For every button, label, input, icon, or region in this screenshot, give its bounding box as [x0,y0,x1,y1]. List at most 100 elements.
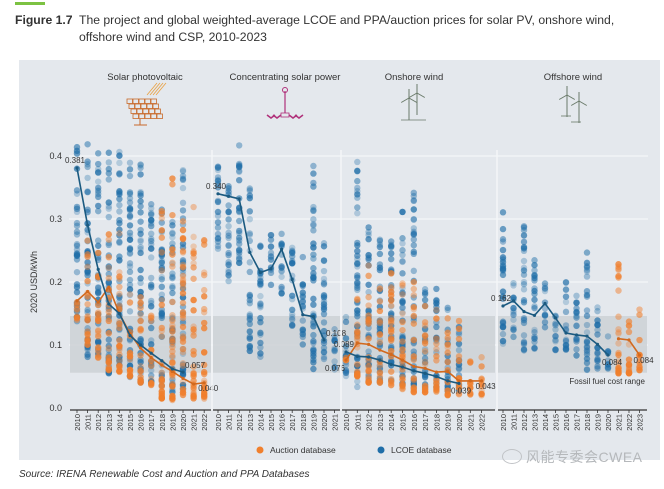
lcoe-point [594,331,601,338]
lcoe-point [342,335,350,342]
y-tick-label: 0.0 [49,403,62,413]
lcoe-point [137,162,144,169]
auction-point [95,317,102,324]
lcoe-point [499,295,507,302]
lcoe-point [236,168,243,176]
lcoe-point [267,243,275,250]
auction-point [365,335,372,342]
auction-point [95,353,102,360]
auction-point [410,376,417,384]
heliostat [272,114,282,119]
lcoe-point [105,176,113,183]
lcoe-point [73,144,81,151]
solar-panel-icon [126,82,167,126]
auction-point [444,334,451,342]
auction-point [73,305,81,313]
lcoe-point [225,269,232,276]
lcoe-point [148,254,155,261]
auction-point [190,254,197,261]
lcoe-point [520,347,528,354]
x-tick-label: 2013 [105,414,114,431]
lcoe-point [320,281,328,288]
lcoe-point [320,294,328,301]
lcoe-point [246,311,253,318]
x-tick-label: 2011 [510,414,519,430]
lcoe-point [562,322,570,329]
auction-point [169,181,176,188]
auction-point [455,357,463,365]
x-tick-label: 2010 [214,414,223,431]
auction-point [410,384,417,391]
auction-point [421,332,429,340]
auction-point [399,346,406,353]
lcoe-point [541,312,549,319]
lcoe-point [236,240,243,248]
lcoe-point [116,294,123,301]
lcoe-point [388,243,395,250]
lcoe-point [299,330,306,338]
x-tick-label: 2014 [256,414,265,431]
lcoe-point [310,243,317,251]
fossil-fuel-band [498,316,647,373]
lcoe-point [594,363,601,370]
lcoe-point [531,303,538,310]
lcoe-point [95,187,102,195]
x-tick-label: 2011 [84,414,93,430]
auction-point [433,306,440,314]
sun-ray [152,82,164,96]
x-tick-label: 2018 [583,414,592,431]
lcoe-point [299,293,306,300]
lcoe-point [158,296,165,303]
lcoe-point [410,197,417,205]
auction-point [137,325,144,333]
auction-point [433,315,440,322]
auction-point [137,311,144,318]
x-tick-label: 2017 [147,414,156,431]
solar-cell [140,103,147,109]
auction-point [201,271,208,279]
lcoe-point [531,267,538,274]
auction-point [201,361,208,369]
lcoe-point [225,241,232,249]
lcoe-point [73,242,81,249]
lcoe-point [289,311,296,318]
lcoe-point [73,289,81,296]
lcoe-point [299,298,306,305]
solar-cell [128,103,135,109]
lcoe-point [331,344,338,352]
lcoe-point [158,264,165,272]
lcoe-weighted-average-line-marker [564,331,568,335]
x-tick-label: 2021 [615,414,624,431]
data-label: 0.084 [602,358,623,367]
lcoe-point [320,301,328,308]
csp-receiver [282,87,288,93]
auction-point [365,320,372,327]
lcoe-point [73,190,81,197]
lcoe-point [310,255,317,262]
x-tick-label: 2012 [365,414,374,431]
lcoe-point [158,369,165,377]
lcoe-point [105,165,113,173]
lcoe-point [410,189,417,197]
auction-weighted-average-line-marker [468,379,472,383]
solar-cell [144,113,151,119]
lcoe-point [148,274,155,282]
lcoe-point [257,243,264,250]
auction-point [126,366,134,374]
auction-point [179,278,187,285]
lcoe-point [84,174,91,182]
lcoe-point [310,265,317,272]
auction-point [636,358,643,366]
lcoe-point [520,347,528,354]
lcoe-point [583,268,591,275]
lcoe-point [320,348,328,356]
data-label: 0.057 [185,361,206,370]
lcoe-point [137,275,144,282]
auction-point [158,388,165,395]
auction-point [467,390,474,397]
turbine-blade [558,94,568,100]
auction-weighted-average-line-marker [423,366,427,370]
lcoe-point [126,212,134,219]
lcoe-point [246,291,253,299]
lcoe-point [562,345,570,353]
